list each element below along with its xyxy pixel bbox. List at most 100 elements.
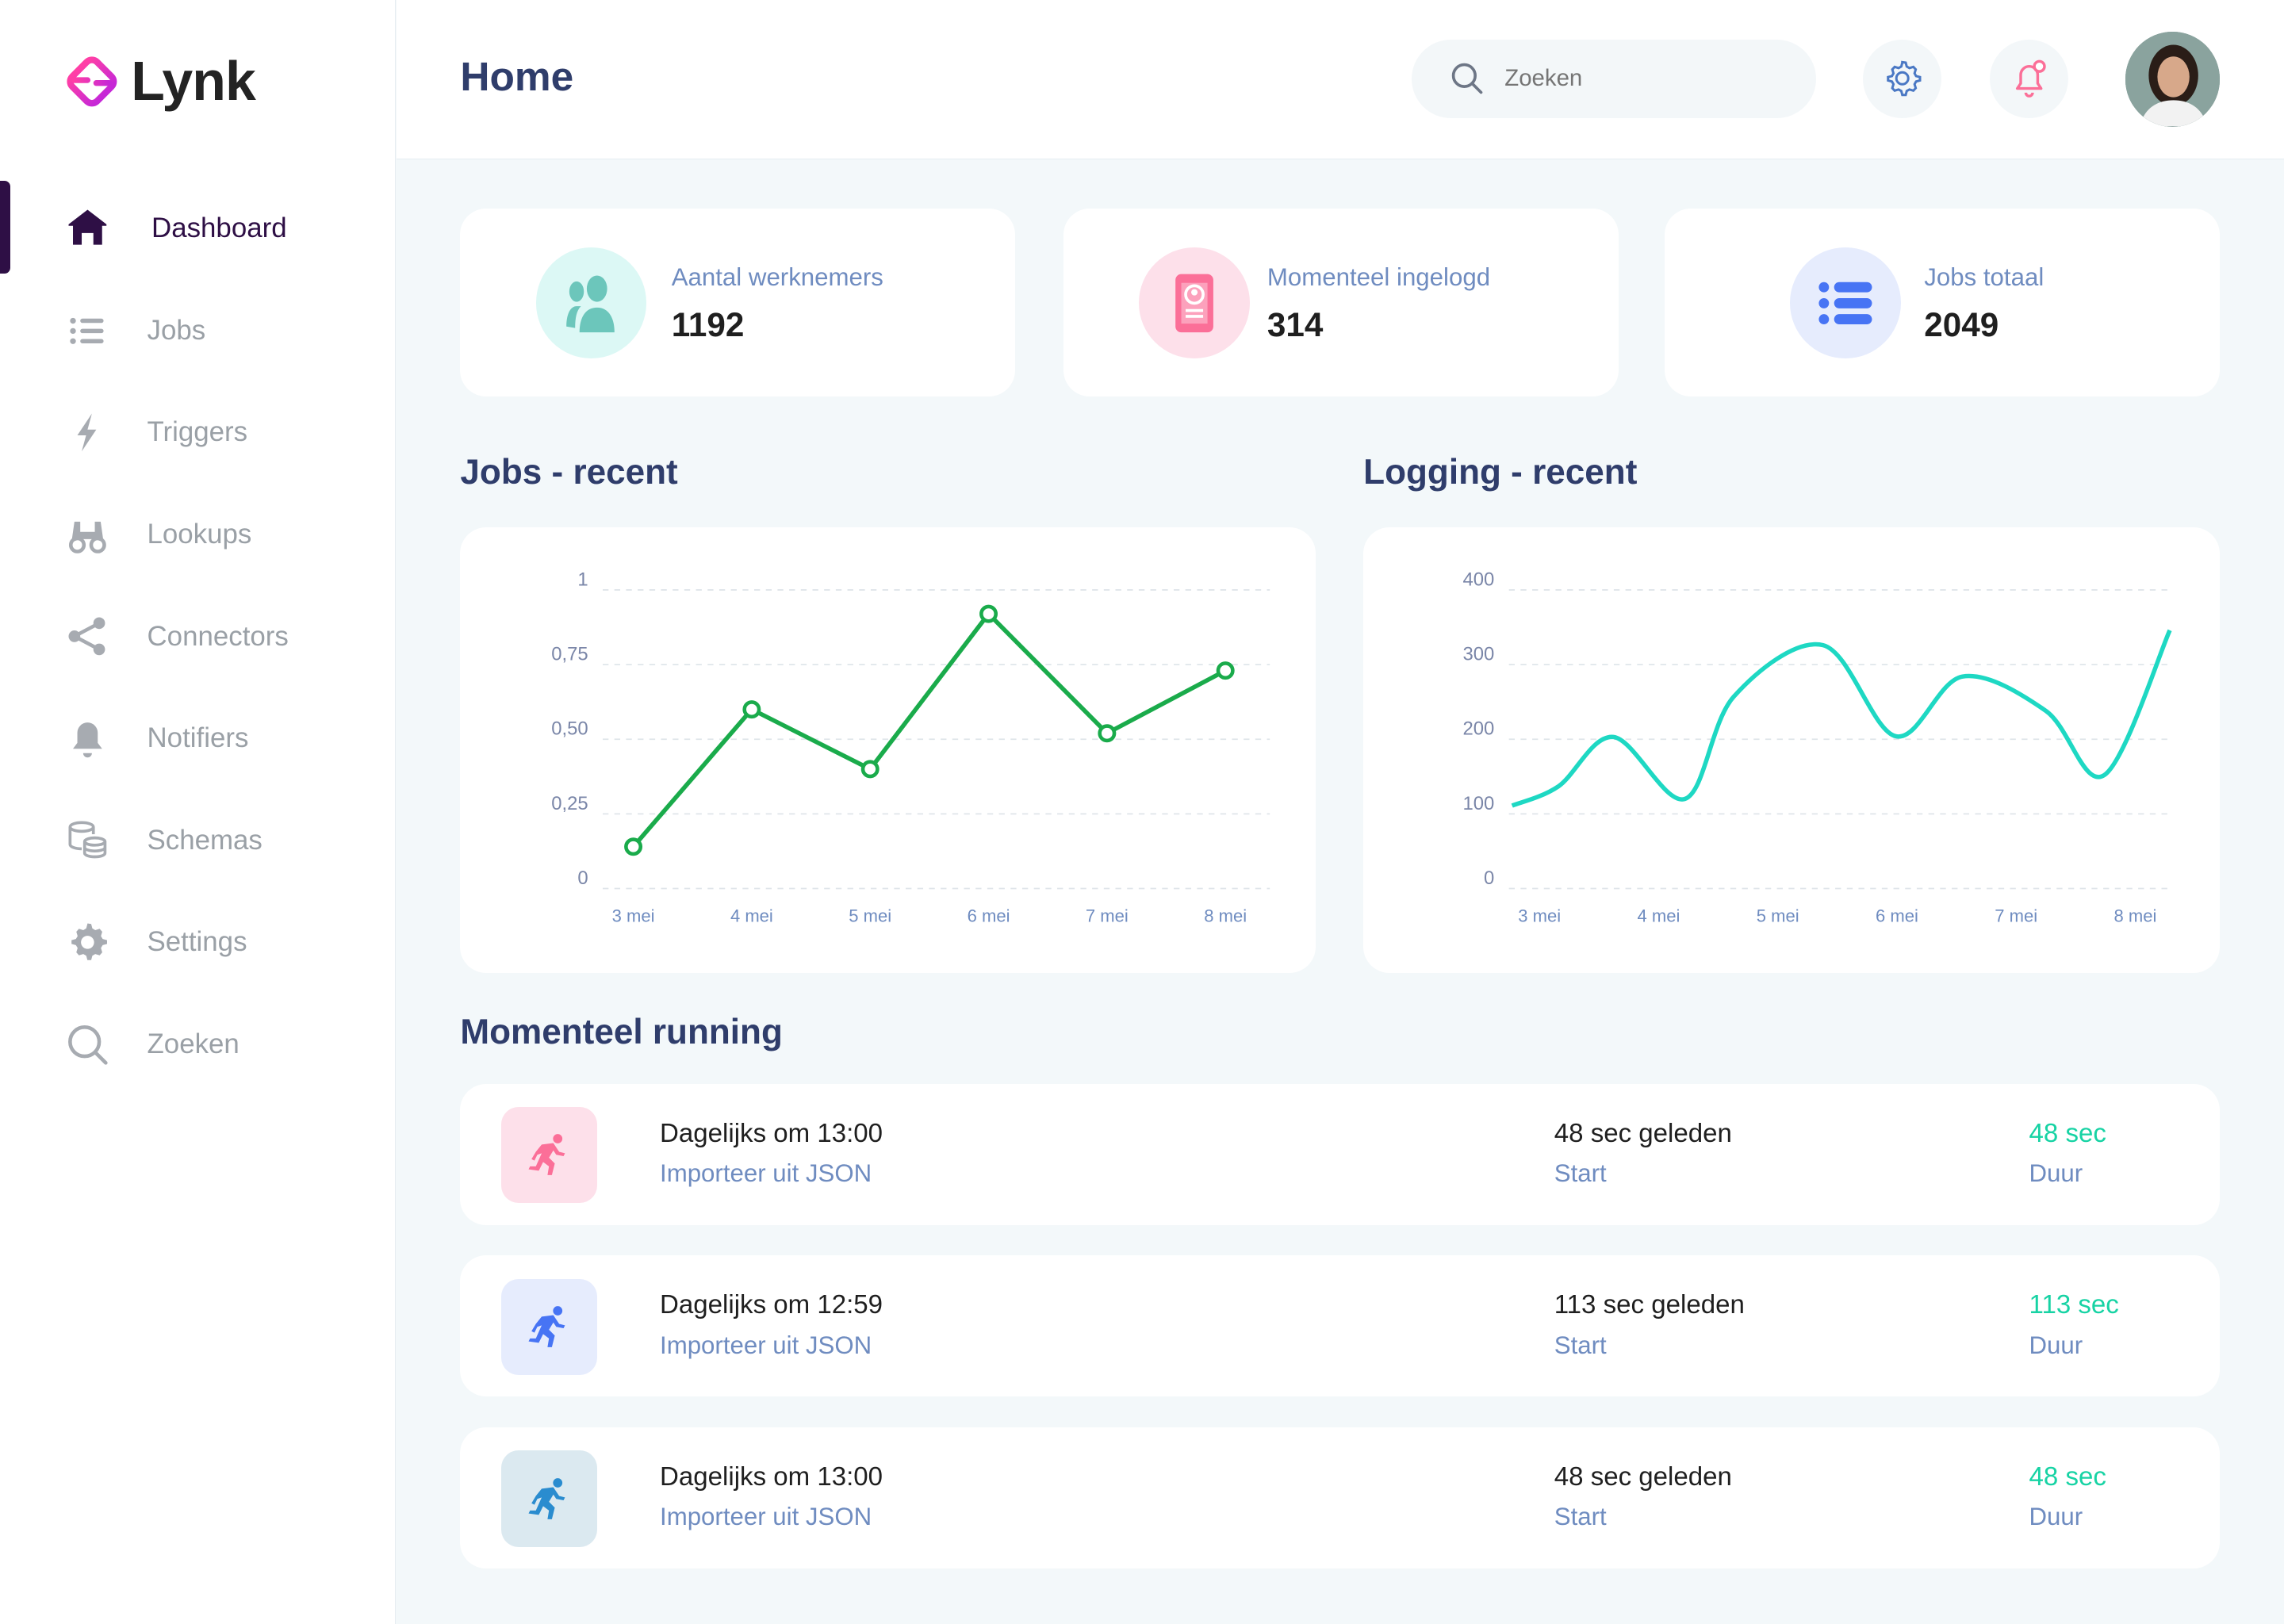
page-title: Home	[460, 53, 574, 100]
search-icon	[64, 1021, 111, 1068]
y-tick-label: 1	[578, 569, 588, 590]
running-icon	[500, 1278, 598, 1375]
jobs-chart-title: Jobs - recent	[460, 453, 678, 492]
notifications-button[interactable]	[1989, 39, 2069, 118]
gear-icon	[64, 919, 111, 966]
x-tick-label: 7 mei	[1086, 906, 1129, 926]
job-title: Dagelijks om 12:59	[660, 1290, 883, 1320]
job-start-value: 48 sec geleden	[1554, 1118, 1732, 1148]
job-start-label: Start	[1554, 1159, 1607, 1187]
avatar[interactable]	[2125, 32, 2221, 127]
bolt-icon	[64, 409, 111, 456]
x-tick-label: 8 mei	[1205, 906, 1247, 926]
sidebar-item-label: Dashboard	[151, 213, 287, 244]
sidebar-item-zoeken[interactable]: Zoeken	[0, 1001, 395, 1088]
stat-card-jobs-total: Jobs totaal 2049	[1665, 208, 2221, 396]
job-subtitle: Importeer uit JSON	[660, 1331, 872, 1359]
y-tick-label: 0,50	[552, 718, 588, 740]
phone-id-icon	[1139, 247, 1250, 358]
settings-button[interactable]	[1863, 39, 1942, 118]
sidebar-item-label: Notifiers	[147, 722, 249, 754]
logging-chart-title: Logging - recent	[1363, 453, 1638, 492]
sidebar: Lynk Dashboard Jobs Triggers Lookups Connect…	[0, 0, 396, 1624]
job-duration-value: 113 sec	[2029, 1290, 2119, 1320]
stat-value: 2049	[1924, 305, 1999, 343]
bell-icon	[2015, 60, 2046, 98]
x-tick-label: 6 mei	[968, 906, 1010, 926]
sidebar-item-label: Settings	[147, 926, 247, 958]
search-box[interactable]	[1411, 39, 1817, 118]
x-tick-label: 3 mei	[612, 906, 655, 926]
job-start-label: Start	[1554, 1331, 1607, 1359]
y-tick-label: 200	[1463, 718, 1495, 740]
job-subtitle: Importeer uit JSON	[660, 1159, 872, 1187]
sidebar-item-label: Schemas	[147, 824, 263, 856]
sidebar-item-dashboard[interactable]: Dashboard	[0, 185, 395, 272]
stat-value: 314	[1267, 305, 1324, 343]
data-point[interactable]	[624, 837, 643, 856]
x-tick-label: 4 mei	[730, 906, 773, 926]
running-icon	[500, 1450, 598, 1547]
stat-label: Jobs totaal	[1924, 263, 2044, 292]
data-point[interactable]	[1098, 724, 1117, 743]
data-point[interactable]	[979, 604, 998, 623]
y-tick-label: 0	[1484, 868, 1494, 889]
jobs-chart-card: 0 0,25 0,50 0,75 1 3 mei 4 mei 5 mei 6 mei 7 mei 8…	[460, 527, 1316, 973]
data-point[interactable]	[1217, 661, 1236, 680]
sidebar-item-lookups[interactable]: Lookups	[0, 491, 395, 578]
database-icon	[64, 817, 111, 864]
search-icon	[1451, 63, 1482, 94]
jobs-chart: 0 0,25 0,50 0,75 1 3 mei 4 mei 5 mei 6 mei 7 mei 8…	[552, 569, 1270, 926]
running-job-row[interactable]: Dagelijks om 12:59 Importeer uit JSON 11…	[460, 1255, 2221, 1397]
series-line	[1511, 629, 2172, 808]
job-title: Dagelijks om 13:00	[660, 1118, 883, 1148]
x-tick-label: 6 mei	[1876, 906, 1918, 926]
sidebar-item-label: Zoeken	[147, 1028, 240, 1059]
y-tick-label: 0,25	[552, 793, 588, 814]
list-icon	[1790, 247, 1901, 358]
data-point[interactable]	[742, 699, 761, 718]
sidebar-item-notifiers[interactable]: Notifiers	[0, 695, 395, 782]
y-tick-label: 0	[578, 868, 588, 889]
header: Home	[396, 0, 2284, 160]
job-start-value: 48 sec geleden	[1554, 1462, 1732, 1492]
lynk-logo-icon	[67, 56, 117, 106]
stat-card-employees: Aantal werknemers 1192	[460, 208, 1016, 396]
data-point[interactable]	[861, 760, 880, 779]
share-icon	[64, 613, 111, 660]
home-icon	[64, 205, 111, 252]
logging-chart: 0 100 200 300 400 3 mei 4 mei 5 mei 6 mei 7 mei 8 …	[1463, 569, 2174, 926]
stat-label: Momenteel ingelogd	[1267, 263, 1491, 292]
binoculars-icon	[64, 511, 111, 558]
x-tick-label: 7 mei	[1995, 906, 2037, 926]
series-line	[631, 611, 1227, 848]
logging-chart-card: 0 100 200 300 400 3 mei 4 mei 5 mei 6 mei 7 mei 8 …	[1363, 527, 2221, 973]
x-tick-label: 5 mei	[849, 906, 892, 926]
stat-card-logged-in: Momenteel ingelogd 314	[1063, 208, 1619, 396]
search-input[interactable]	[1501, 63, 1799, 94]
x-tick-label: 4 mei	[1638, 906, 1680, 926]
sidebar-item-settings[interactable]: Settings	[0, 898, 395, 986]
job-start-value: 113 sec geleden	[1554, 1290, 1745, 1320]
sidebar-item-label: Lookups	[147, 519, 252, 550]
sidebar-item-connectors[interactable]: Connectors	[0, 593, 395, 680]
logo[interactable]: Lynk	[64, 49, 256, 113]
job-start-label: Start	[1554, 1503, 1607, 1531]
job-duration-label: Duur	[2029, 1503, 2083, 1531]
job-duration-value: 48 sec	[2029, 1118, 2106, 1148]
running-title: Momenteel running	[460, 1012, 783, 1051]
logo-text: Lynk	[131, 50, 256, 113]
sidebar-item-jobs[interactable]: Jobs	[0, 287, 395, 374]
running-job-row[interactable]: Dagelijks om 13:00 Importeer uit JSON 48…	[460, 1083, 2221, 1225]
sidebar-item-triggers[interactable]: Triggers	[0, 389, 395, 476]
sidebar-item-schemas[interactable]: Schemas	[0, 797, 395, 884]
running-icon	[500, 1106, 598, 1204]
active-indicator	[0, 180, 10, 274]
x-tick-label: 3 mei	[1518, 906, 1561, 926]
job-subtitle: Importeer uit JSON	[660, 1503, 872, 1531]
stat-label: Aantal werknemers	[671, 263, 883, 292]
stat-value: 1192	[671, 305, 745, 343]
job-title: Dagelijks om 13:00	[660, 1462, 883, 1492]
bell-icon	[64, 715, 111, 762]
running-job-row[interactable]: Dagelijks om 13:00 Importeer uit JSON 48…	[460, 1427, 2221, 1569]
